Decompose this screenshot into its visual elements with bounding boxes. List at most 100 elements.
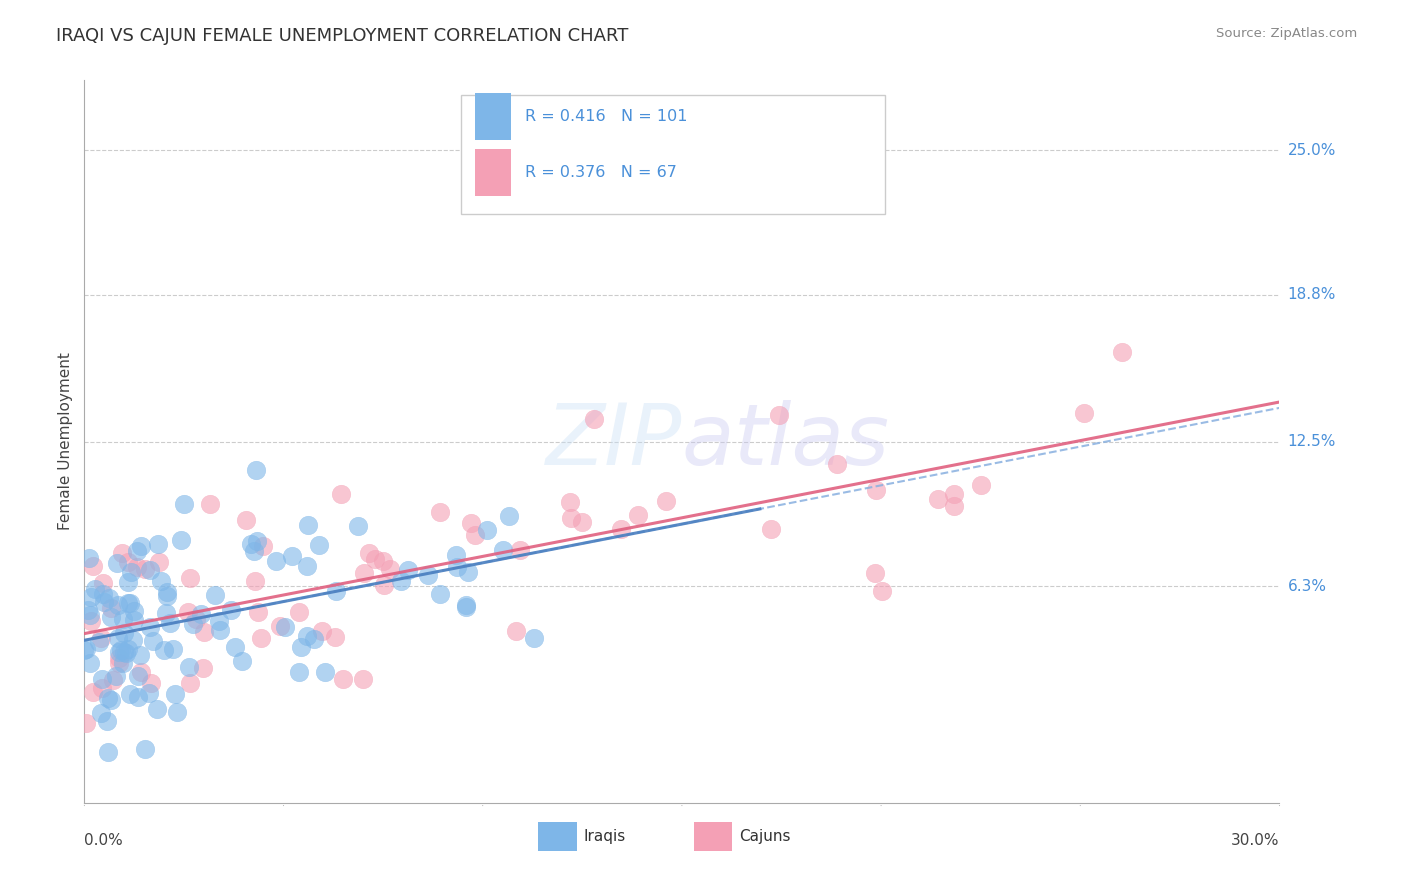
Point [323, 630, 346, 644]
Point [179, 675, 201, 690]
Point [330, 487, 353, 501]
Point [100, 609, 122, 624]
Point [243, 574, 266, 588]
Text: R = 0.416   N = 101: R = 0.416 N = 101 [526, 109, 688, 124]
Point [107, 645, 129, 659]
Point [193, 624, 215, 639]
Y-axis label: Female Unemployment: Female Unemployment [58, 352, 73, 531]
Point [359, 546, 381, 560]
Point [80, 591, 103, 605]
Point [117, 641, 139, 656]
Point [200, 497, 222, 511]
Point [111, 656, 134, 670]
Point [75, 715, 97, 730]
Point [353, 566, 375, 580]
Bar [475, 93, 510, 140]
Point [311, 624, 333, 638]
Point [155, 606, 177, 620]
Point [114, 646, 136, 660]
Point [127, 559, 149, 574]
Point [127, 669, 149, 683]
Point [418, 568, 440, 582]
Point [297, 518, 319, 533]
Point [761, 522, 783, 536]
Point [127, 544, 149, 558]
Point [457, 565, 479, 579]
Point [281, 549, 304, 563]
Point [104, 669, 127, 683]
Point [179, 660, 201, 674]
Point [245, 463, 267, 477]
Point [73, 642, 96, 657]
Point [505, 624, 527, 639]
Point [97, 745, 120, 759]
Point [219, 602, 242, 616]
Point [173, 497, 195, 511]
Point [152, 642, 174, 657]
Point [91, 575, 114, 590]
Point [444, 548, 467, 562]
Point [166, 705, 188, 719]
Point [165, 687, 187, 701]
Point [139, 620, 162, 634]
Point [464, 528, 486, 542]
FancyBboxPatch shape [461, 95, 886, 214]
Point [364, 552, 387, 566]
Point [91, 587, 114, 601]
Point [128, 648, 150, 663]
Point [90, 631, 112, 645]
Point [297, 558, 319, 573]
Point [117, 555, 139, 569]
Point [120, 596, 142, 610]
Point [112, 626, 135, 640]
Point [208, 614, 231, 628]
Point [454, 599, 477, 614]
Point [446, 560, 468, 574]
Point [295, 629, 318, 643]
Point [134, 562, 156, 576]
Point [509, 542, 531, 557]
Point [87, 635, 110, 649]
Point [290, 640, 312, 654]
Point [110, 642, 132, 657]
Point [117, 574, 139, 589]
Point [186, 612, 208, 626]
Point [1073, 406, 1095, 420]
Text: IRAQI VS CAJUN FEMALE UNEMPLOYMENT CORRELATION CHART: IRAQI VS CAJUN FEMALE UNEMPLOYMENT CORRE… [56, 27, 628, 45]
Text: 0.0%: 0.0% [84, 833, 124, 848]
Point [396, 563, 419, 577]
Point [352, 673, 374, 687]
Point [141, 676, 163, 690]
Point [266, 553, 288, 567]
Point [943, 487, 966, 501]
Point [325, 583, 347, 598]
Point [122, 604, 145, 618]
Point [79, 656, 101, 670]
Point [131, 539, 153, 553]
Point [146, 537, 169, 551]
Point [82, 559, 104, 574]
Point [150, 574, 173, 588]
Bar [538, 822, 576, 851]
Point [865, 483, 887, 497]
Point [156, 589, 179, 603]
Point [112, 645, 135, 659]
Point [77, 551, 100, 566]
Point [142, 634, 165, 648]
Point [308, 538, 330, 552]
Point [560, 495, 582, 509]
Point [181, 617, 204, 632]
Point [156, 585, 179, 599]
Text: Iraqis: Iraqis [583, 830, 626, 844]
Point [429, 505, 451, 519]
Point [235, 513, 257, 527]
Point [768, 408, 790, 422]
Point [429, 587, 451, 601]
Point [378, 562, 401, 576]
Point [77, 603, 100, 617]
Point [288, 665, 311, 679]
Point [240, 537, 263, 551]
Point [492, 543, 515, 558]
Point [204, 588, 226, 602]
Point [522, 632, 544, 646]
